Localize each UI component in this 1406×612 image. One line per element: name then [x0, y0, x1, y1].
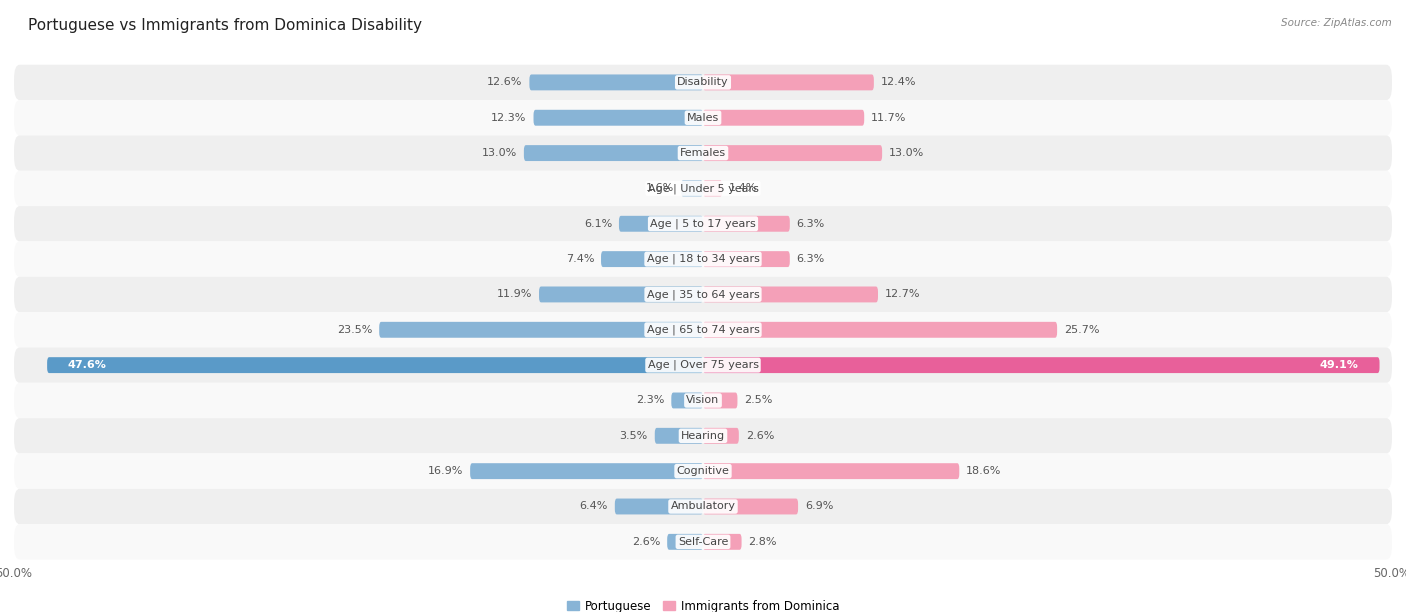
Text: Age | 65 to 74 years: Age | 65 to 74 years: [647, 324, 759, 335]
FancyBboxPatch shape: [703, 181, 723, 196]
Text: 6.3%: 6.3%: [797, 218, 825, 229]
Text: 2.3%: 2.3%: [636, 395, 665, 406]
Text: 23.5%: 23.5%: [337, 325, 373, 335]
Text: 47.6%: 47.6%: [67, 360, 107, 370]
Text: 12.6%: 12.6%: [486, 77, 523, 88]
FancyBboxPatch shape: [703, 534, 741, 550]
FancyBboxPatch shape: [524, 145, 703, 161]
Legend: Portuguese, Immigrants from Dominica: Portuguese, Immigrants from Dominica: [562, 595, 844, 612]
FancyBboxPatch shape: [655, 428, 703, 444]
FancyBboxPatch shape: [14, 418, 1392, 453]
FancyBboxPatch shape: [703, 216, 790, 232]
Text: Age | 18 to 34 years: Age | 18 to 34 years: [647, 254, 759, 264]
Text: Males: Males: [688, 113, 718, 123]
FancyBboxPatch shape: [671, 392, 703, 408]
FancyBboxPatch shape: [14, 348, 1392, 382]
FancyBboxPatch shape: [14, 277, 1392, 312]
Text: 1.4%: 1.4%: [730, 184, 758, 193]
Text: 13.0%: 13.0%: [889, 148, 924, 158]
FancyBboxPatch shape: [703, 428, 738, 444]
Text: 16.9%: 16.9%: [427, 466, 463, 476]
Text: Ambulatory: Ambulatory: [671, 501, 735, 512]
FancyBboxPatch shape: [14, 382, 1392, 418]
Text: 6.1%: 6.1%: [583, 218, 612, 229]
FancyBboxPatch shape: [668, 534, 703, 550]
FancyBboxPatch shape: [14, 100, 1392, 135]
Text: 6.4%: 6.4%: [579, 501, 607, 512]
Text: Cognitive: Cognitive: [676, 466, 730, 476]
Text: 2.6%: 2.6%: [631, 537, 661, 547]
Text: 12.7%: 12.7%: [884, 289, 921, 299]
FancyBboxPatch shape: [703, 357, 1379, 373]
FancyBboxPatch shape: [703, 145, 882, 161]
FancyBboxPatch shape: [14, 489, 1392, 524]
FancyBboxPatch shape: [14, 206, 1392, 242]
Text: Age | Over 75 years: Age | Over 75 years: [648, 360, 758, 370]
Text: Vision: Vision: [686, 395, 720, 406]
FancyBboxPatch shape: [703, 110, 865, 125]
Text: Age | Under 5 years: Age | Under 5 years: [648, 183, 758, 193]
Text: 2.6%: 2.6%: [745, 431, 775, 441]
FancyBboxPatch shape: [703, 499, 799, 515]
FancyBboxPatch shape: [538, 286, 703, 302]
Text: 12.4%: 12.4%: [880, 77, 917, 88]
Text: 49.1%: 49.1%: [1320, 360, 1358, 370]
FancyBboxPatch shape: [619, 216, 703, 232]
FancyBboxPatch shape: [614, 499, 703, 515]
Text: 25.7%: 25.7%: [1064, 325, 1099, 335]
FancyBboxPatch shape: [703, 286, 877, 302]
FancyBboxPatch shape: [48, 357, 703, 373]
Text: 7.4%: 7.4%: [565, 254, 595, 264]
FancyBboxPatch shape: [14, 312, 1392, 348]
Text: 18.6%: 18.6%: [966, 466, 1001, 476]
Text: 2.8%: 2.8%: [748, 537, 778, 547]
FancyBboxPatch shape: [14, 242, 1392, 277]
FancyBboxPatch shape: [14, 65, 1392, 100]
Text: 11.7%: 11.7%: [872, 113, 907, 123]
Text: Self-Care: Self-Care: [678, 537, 728, 547]
Text: 3.5%: 3.5%: [620, 431, 648, 441]
Text: Age | 5 to 17 years: Age | 5 to 17 years: [650, 218, 756, 229]
FancyBboxPatch shape: [14, 171, 1392, 206]
FancyBboxPatch shape: [14, 524, 1392, 559]
FancyBboxPatch shape: [530, 75, 703, 91]
FancyBboxPatch shape: [703, 75, 875, 91]
Text: Disability: Disability: [678, 77, 728, 88]
FancyBboxPatch shape: [380, 322, 703, 338]
FancyBboxPatch shape: [600, 251, 703, 267]
FancyBboxPatch shape: [14, 453, 1392, 489]
Text: 6.9%: 6.9%: [806, 501, 834, 512]
FancyBboxPatch shape: [14, 135, 1392, 171]
Text: 13.0%: 13.0%: [482, 148, 517, 158]
Text: Portuguese vs Immigrants from Dominica Disability: Portuguese vs Immigrants from Dominica D…: [28, 18, 422, 34]
Text: 11.9%: 11.9%: [496, 289, 531, 299]
Text: Females: Females: [681, 148, 725, 158]
FancyBboxPatch shape: [703, 463, 959, 479]
FancyBboxPatch shape: [703, 251, 790, 267]
FancyBboxPatch shape: [681, 181, 703, 196]
FancyBboxPatch shape: [703, 322, 1057, 338]
FancyBboxPatch shape: [533, 110, 703, 125]
Text: Age | 35 to 64 years: Age | 35 to 64 years: [647, 289, 759, 300]
Text: 2.5%: 2.5%: [744, 395, 773, 406]
Text: Source: ZipAtlas.com: Source: ZipAtlas.com: [1281, 18, 1392, 28]
Text: 1.6%: 1.6%: [645, 184, 673, 193]
FancyBboxPatch shape: [703, 392, 738, 408]
FancyBboxPatch shape: [470, 463, 703, 479]
Text: 6.3%: 6.3%: [797, 254, 825, 264]
Text: 12.3%: 12.3%: [491, 113, 527, 123]
Text: Hearing: Hearing: [681, 431, 725, 441]
